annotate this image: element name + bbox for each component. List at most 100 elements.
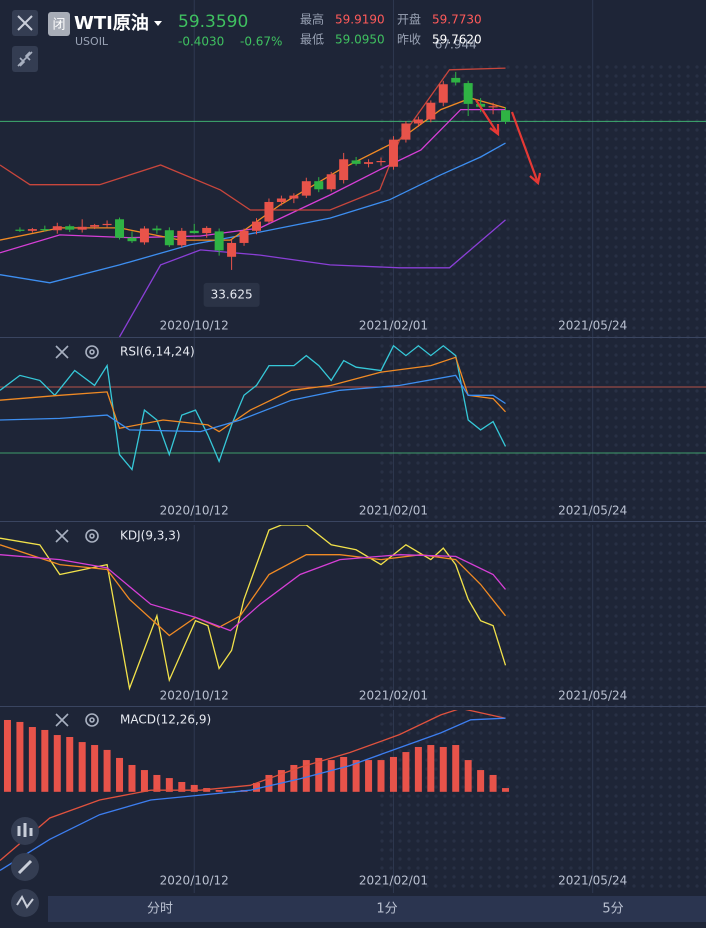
stat-value: 59.7620 [432,33,482,47]
candle-body [40,229,50,231]
candle-body [214,231,224,251]
tab[interactable]: 1分 [376,902,397,917]
candle-body [351,160,361,164]
panel [0,0,706,337]
candle-body [289,195,299,199]
x-tick-label: 2021/05/24 [558,319,627,333]
x-tick-label: 2021/05/24 [558,874,627,888]
instrument-name[interactable]: WTI原油 [74,12,149,34]
macd-bar [352,760,360,792]
macd-bar [439,746,447,792]
indicator-settings[interactable] [85,529,99,543]
candle-body [115,219,125,238]
macd-bar [502,788,510,792]
stat-label: 最高 [300,12,324,27]
candle-body [376,160,386,163]
macd-bar [389,756,397,792]
macd-bar [427,745,435,792]
symbol: USOIL [75,35,109,48]
remove-indicator[interactable] [55,713,69,727]
price-annotation: 33.625 [211,287,253,301]
macd-bar [464,760,472,792]
candle-body [189,230,199,234]
indicator-settings[interactable] [85,345,99,359]
candle-body [463,83,473,104]
x-tick-label: 2020/10/12 [160,319,229,333]
macd-bar [153,774,161,792]
candle-body [252,221,262,231]
indicator-label: KDJ(9,3,3) [120,529,181,543]
macd-bar [452,745,460,792]
macd-bar [103,749,111,792]
candle-body [177,230,187,246]
macd-bar [78,742,86,792]
candle-body [90,225,100,227]
indicator-label: MACD(12,26,9) [120,713,211,727]
candle-body [102,223,112,226]
candle-body [264,201,274,222]
candle-body [65,226,75,230]
x-tick-label: 2020/10/12 [160,504,229,518]
macd-bar [178,782,186,792]
candle-body [413,119,423,124]
remove-indicator[interactable] [55,529,69,543]
panel [0,525,594,706]
indicator-settings[interactable] [85,713,99,727]
status-badge [48,12,70,36]
candle-body [77,226,87,230]
macd-bar [414,746,422,792]
gear-hub [89,717,95,723]
macd-bar [66,737,74,792]
x-tick-label: 2021/02/01 [359,874,428,888]
indicator-line [118,219,506,337]
indicator-line [0,97,506,241]
tab[interactable]: 分时 [147,902,173,917]
remove-indicator[interactable] [55,345,69,359]
macd-bar [165,778,173,792]
candle-body [202,227,212,234]
gear-hub [89,349,95,355]
indicator-line [0,554,506,632]
candle-body [326,174,336,190]
candle-body [488,106,498,108]
x-tick-label: 2020/10/12 [160,874,229,888]
indicator-line [0,356,506,433]
candle-body [15,229,25,231]
candle-body [438,84,448,103]
x-tick-label: 2021/05/24 [558,504,627,518]
candle-body [426,102,436,120]
candle-body [339,159,349,181]
dropdown-caret[interactable] [154,21,162,26]
change-pct: -0.67% [240,35,282,49]
macd-bar [16,721,24,792]
shrink-icon [17,51,33,67]
stat-value: 59.0950 [335,33,385,47]
indicator-line [0,67,506,211]
macd-bar [3,719,11,792]
candle-body [276,198,286,202]
macd-bar [91,745,99,792]
candle-body [401,123,411,140]
macd-bar [477,770,485,792]
x-tick-label: 2021/02/01 [359,504,428,518]
candle-body [364,162,374,164]
tab[interactable]: 5分 [602,902,623,917]
close-icon [17,15,33,31]
candle-body [239,230,249,243]
macd-bar [253,782,261,792]
macd-bar [489,774,497,792]
macd-bar [265,774,273,792]
candle-body [52,226,62,231]
indicator-icon [16,894,34,909]
candle-body [152,228,162,231]
price-annotation: 67.944 [435,37,477,51]
status-text: 闭 [52,18,65,33]
macd-bar [215,790,223,792]
macd-bar [28,727,36,792]
macd-bar [340,756,348,792]
tab-bar [48,896,706,922]
indicator-line [0,525,507,691]
macd-bar [53,735,61,792]
stat-value: 59.9190 [335,13,385,27]
macd-bar [365,760,373,792]
